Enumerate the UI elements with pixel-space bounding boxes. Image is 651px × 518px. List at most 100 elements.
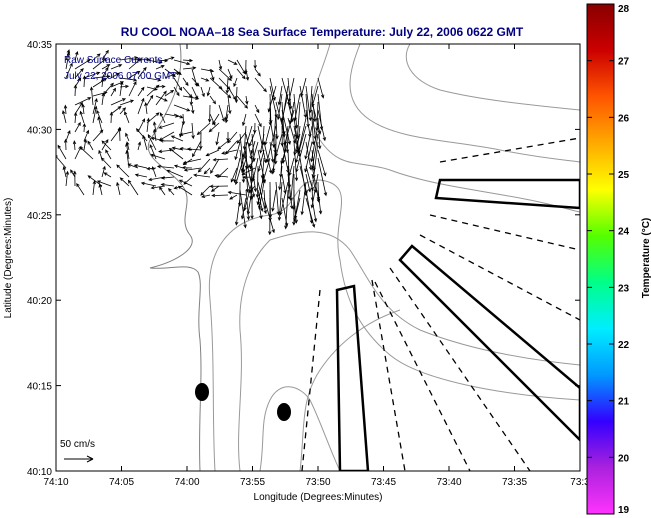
current-arrow	[63, 104, 68, 115]
current-arrow	[293, 133, 301, 156]
current-arrow	[92, 98, 98, 115]
x-tick-label: 73:3	[570, 477, 590, 488]
current-arrow	[305, 197, 316, 228]
current-arrow	[317, 117, 322, 150]
current-arrow	[170, 135, 184, 142]
current-arrow	[245, 95, 249, 105]
current-arrow	[140, 181, 157, 187]
current-arrow	[183, 167, 202, 172]
current-arrow	[265, 125, 277, 163]
x-tick-label: 73:55	[240, 477, 265, 488]
current-arrow	[155, 65, 165, 70]
bathymetry-contour	[349, 44, 580, 163]
current-arrow	[168, 188, 175, 196]
current-arrow	[133, 164, 148, 169]
current-arrow	[276, 93, 283, 121]
current-arrow	[209, 95, 217, 105]
current-arrow	[311, 117, 315, 146]
current-arrow	[317, 157, 328, 197]
current-arrow	[134, 173, 148, 178]
coastline	[147, 44, 202, 471]
current-arrow	[119, 77, 138, 82]
current-arrow	[101, 49, 109, 61]
current-arrow	[177, 185, 193, 196]
y-tick-label: 40:30	[27, 125, 52, 136]
y-tick-label: 40:20	[27, 296, 52, 307]
current-arrow	[242, 125, 253, 158]
region-outline-diagonal	[398, 244, 580, 442]
current-arrow	[227, 59, 238, 65]
current-arrow	[255, 165, 260, 199]
current-arrow	[61, 109, 67, 124]
current-arrow	[62, 166, 67, 178]
current-arrow	[254, 77, 267, 93]
current-arrow	[272, 109, 277, 149]
current-arrow	[173, 86, 180, 97]
current-arrow	[218, 59, 223, 71]
current-arrow	[146, 94, 154, 106]
current-arrow	[110, 98, 127, 106]
current-arrow	[257, 181, 265, 210]
current-arrow	[83, 138, 88, 151]
current-arrow	[146, 112, 160, 124]
current-arrow	[287, 77, 295, 103]
current-arrow	[128, 70, 141, 79]
current-arrow	[311, 85, 319, 108]
current-arrow	[212, 157, 229, 162]
current-arrow	[79, 146, 94, 160]
x-tick-label: 74:10	[43, 477, 68, 488]
current-arrow	[74, 121, 81, 133]
current-arrow	[200, 77, 210, 82]
currents-label: Raw Surface Currents	[64, 55, 162, 66]
y-axis-label: Latitude (Degrees:Minutes)	[3, 198, 14, 319]
current-arrow	[159, 112, 166, 124]
current-arrow	[268, 197, 272, 236]
current-arrow	[164, 71, 181, 79]
current-arrow	[92, 180, 96, 196]
current-arrow	[225, 77, 230, 94]
colorbar-tick-label: 28	[618, 4, 630, 15]
current-arrow	[274, 133, 283, 158]
current-arrow	[280, 141, 289, 165]
x-tick-label: 74:05	[109, 477, 134, 488]
current-arrow	[287, 165, 291, 200]
y-tick-label: 40:15	[27, 382, 52, 393]
current-arrow	[208, 122, 220, 133]
current-arrow	[119, 56, 139, 61]
current-arrow	[110, 105, 122, 115]
current-arrow	[293, 141, 299, 182]
currents-date: July 22, 2006 07:00 GMT	[64, 71, 176, 82]
current-arrow	[236, 131, 247, 144]
current-arrow	[144, 101, 148, 115]
current-arrow	[279, 181, 289, 216]
current-arrow	[74, 67, 84, 79]
current-arrow	[212, 113, 220, 125]
current-arrow	[312, 141, 319, 179]
current-arrow	[65, 130, 71, 142]
current-arrow	[89, 86, 94, 106]
current-arrow	[186, 147, 202, 151]
current-arrow	[295, 133, 307, 173]
current-arrow	[289, 165, 295, 202]
x-tick-label: 73:50	[305, 477, 330, 488]
current-arrow	[280, 93, 289, 123]
current-arrow	[245, 157, 256, 198]
current-arrow	[209, 68, 215, 81]
scale-label: 50 cm/s	[60, 439, 95, 450]
current-arrow	[200, 185, 211, 196]
current-arrow	[227, 190, 247, 196]
current-arrow	[271, 189, 277, 212]
current-arrow	[300, 181, 307, 216]
current-arrow	[304, 141, 313, 173]
current-arrow	[192, 140, 202, 158]
current-arrow	[218, 86, 232, 99]
current-arrow	[287, 77, 293, 110]
current-arrow	[109, 111, 114, 124]
current-arrow	[166, 169, 184, 178]
current-arrow	[92, 74, 111, 79]
current-arrow	[179, 147, 193, 151]
current-arrow	[249, 141, 259, 170]
colorbar-tick-label: 19	[618, 505, 630, 516]
current-arrow	[189, 95, 194, 106]
current-arrow	[146, 77, 162, 82]
